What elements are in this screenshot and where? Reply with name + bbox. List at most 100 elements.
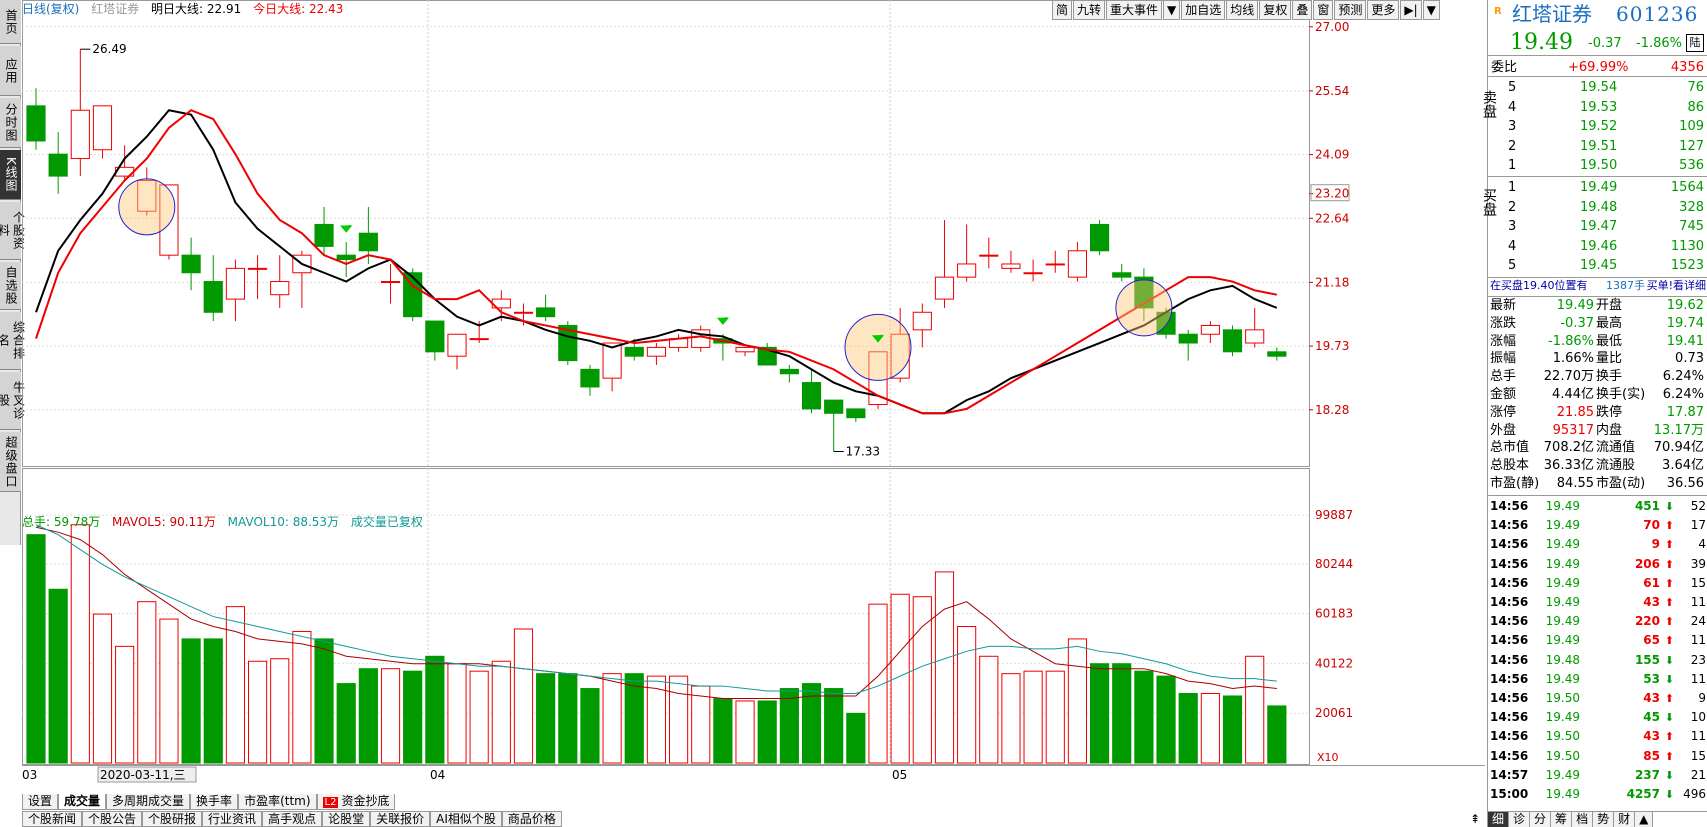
arrow-down-icon: ⬇ bbox=[1664, 788, 1674, 801]
left-tab-3[interactable]: K线图 bbox=[0, 150, 21, 200]
toolbar-button-9[interactable]: 预测 bbox=[1334, 0, 1367, 20]
quote-tab-6[interactable]: 财 bbox=[1614, 812, 1636, 827]
quote-tab-2[interactable]: 分 bbox=[1530, 812, 1552, 827]
info-tab-5[interactable]: 论股堂 bbox=[322, 811, 371, 827]
info-tab-3[interactable]: 行业资讯 bbox=[202, 811, 263, 827]
tick-time: 14:56 bbox=[1490, 729, 1529, 744]
stat-value: 708.2亿 bbox=[1543, 440, 1594, 456]
candle-body bbox=[912, 311, 932, 331]
volume-bar bbox=[92, 613, 113, 764]
quote-tab-5[interactable]: 势 bbox=[1593, 812, 1615, 827]
stat-value: 19.74 bbox=[1666, 315, 1704, 331]
info-tab-6[interactable]: 关联报价 bbox=[370, 811, 431, 827]
ask-volume: 127 bbox=[1679, 138, 1704, 154]
volume-bar bbox=[403, 670, 423, 764]
crosshair-date-box bbox=[97, 766, 197, 783]
candle-body bbox=[380, 281, 401, 284]
toolbar-button-12[interactable]: ▼ bbox=[1422, 0, 1440, 20]
stat-value: 36.33亿 bbox=[1543, 458, 1594, 474]
toolbar-button-7[interactable]: 叠 bbox=[1292, 0, 1313, 20]
quote-tab-1[interactable]: 诊 bbox=[1509, 812, 1531, 827]
toolbar-button-0[interactable]: 简 bbox=[1052, 0, 1073, 20]
chart-area[interactable]: 27.00 25.54 24.09 23.20 22.64 21.18 19.73 18.28… bbox=[22, 0, 1485, 795]
tick-time: 15:00 bbox=[1490, 787, 1529, 801]
tick-price: 19.50 bbox=[1545, 691, 1580, 705]
candle bbox=[336, 242, 356, 278]
buy-info-link[interactable]: 买单!看详细 bbox=[1646, 279, 1706, 292]
volume-bar bbox=[1067, 638, 1088, 764]
ask-level: 5 bbox=[1508, 80, 1517, 95]
volume-bar bbox=[624, 673, 644, 764]
indicator-tab-3[interactable]: 换手率 bbox=[190, 794, 239, 810]
left-tab-6[interactable]: 综合排名 bbox=[0, 312, 26, 370]
left-tab-7[interactable]: 牛叉诊股 bbox=[0, 372, 26, 430]
bid-row: 3 19.47 745 bbox=[1488, 217, 1707, 236]
toolbar-button-5[interactable]: 均线 bbox=[1226, 0, 1259, 20]
left-tab-0[interactable]: 首页 bbox=[0, 0, 21, 44]
tick-count: 15 bbox=[1690, 575, 1706, 590]
tick-count: 11 bbox=[1690, 729, 1706, 744]
toolbar-button-6[interactable]: 复权 bbox=[1259, 0, 1292, 20]
candle-body bbox=[513, 311, 534, 314]
tick-count: 23 bbox=[1690, 652, 1706, 667]
volume-bar bbox=[1134, 670, 1154, 764]
candle bbox=[536, 294, 556, 322]
candle bbox=[48, 132, 68, 194]
kline-chart-svg[interactable]: 27.00 25.54 24.09 23.20 22.64 21.18 19.73 18.28… bbox=[22, 0, 1485, 795]
candle-body bbox=[48, 153, 68, 177]
indicator-tab-2[interactable]: 多周期成交量 bbox=[106, 794, 191, 810]
volume-bar bbox=[779, 688, 799, 764]
info-tab-8[interactable]: 商品价格 bbox=[501, 811, 562, 827]
arrow-down-icon: ⬇ bbox=[1664, 768, 1674, 782]
toolbar-button-11[interactable]: ▶| bbox=[1400, 0, 1422, 20]
indicator-tab-0[interactable]: 设置 bbox=[22, 794, 59, 810]
info-tab-4[interactable]: 高手观点 bbox=[262, 811, 323, 827]
info-tab-7[interactable]: AI相似个股 bbox=[430, 811, 502, 827]
tick-price: 19.49 bbox=[1545, 575, 1580, 590]
buy-order-info[interactable]: 在买盘19.40位置有 1387手 买单!看详细 bbox=[1488, 278, 1707, 294]
quote-tab-7[interactable]: ▲ bbox=[1635, 812, 1654, 827]
tick-price: 19.49 bbox=[1545, 614, 1580, 629]
volume-bar bbox=[957, 626, 977, 764]
candle-body bbox=[846, 408, 866, 419]
quote-tab-3[interactable]: 筹 bbox=[1551, 812, 1573, 827]
candle bbox=[1023, 259, 1043, 282]
period-label[interactable]: 日线(复权) bbox=[22, 2, 80, 16]
toolbar-button-2[interactable]: 重大事件 bbox=[1106, 0, 1163, 20]
indicator-tab-1[interactable]: 成交量 bbox=[58, 794, 107, 810]
tick-count: 15 bbox=[1690, 748, 1706, 763]
info-tab-2[interactable]: 个股研报 bbox=[142, 811, 203, 827]
toolbar-button-4[interactable]: 加自选 bbox=[1181, 0, 1226, 20]
bid-volume: 1130 bbox=[1670, 238, 1704, 254]
candle-body bbox=[1112, 272, 1132, 278]
candle bbox=[26, 88, 46, 150]
left-tab-4[interactable]: 个股资料 bbox=[0, 202, 26, 260]
stat-value: -1.86% bbox=[1548, 333, 1594, 349]
left-tab-2[interactable]: 分时图 bbox=[0, 98, 21, 148]
info-tab-0[interactable]: 个股新闻 bbox=[22, 811, 83, 827]
tick-volume: 237 bbox=[1634, 767, 1660, 782]
ma-line-black bbox=[35, 109, 1278, 415]
tick-volume: 451 bbox=[1634, 499, 1660, 513]
price-axis-label: 21.18 bbox=[1315, 275, 1349, 289]
bid-level: 2 bbox=[1508, 199, 1517, 215]
volume-bar bbox=[380, 668, 401, 764]
scroll-top-button[interactable]: ⇞ bbox=[1469, 812, 1481, 826]
indicator-tab-4[interactable]: 市盈率(ttm) bbox=[238, 794, 317, 810]
info-tab-1[interactable]: 个股公告 bbox=[82, 811, 143, 827]
toolbar-button-8[interactable]: 窗 bbox=[1313, 0, 1334, 20]
toolbar-button-10[interactable]: 更多 bbox=[1367, 0, 1400, 20]
quote-tab-4[interactable]: 档 bbox=[1572, 812, 1594, 827]
indicator-tab-row: 设置 成交量 多周期成交量 换手率 市盈率(ttm) L2 资金抄底 bbox=[22, 794, 396, 810]
highlight-circle bbox=[118, 178, 176, 236]
left-tab-1[interactable]: 应用 bbox=[0, 46, 21, 96]
indicator-tab-5[interactable]: L2 资金抄底 bbox=[316, 794, 396, 810]
tick-count: 21 bbox=[1690, 767, 1706, 782]
left-tab-5[interactable]: 自选股 bbox=[0, 262, 21, 310]
toolbar-button-3[interactable]: ▼ bbox=[1163, 0, 1181, 20]
left-tab-8[interactable]: 超级盘口 bbox=[0, 432, 21, 492]
tick-row: 14:56 19.49 451 ⬇ 52 bbox=[1488, 498, 1707, 515]
toolbar-button-1[interactable]: 九转 bbox=[1073, 0, 1106, 20]
candle bbox=[1001, 250, 1021, 273]
quote-tab-0[interactable]: 细 bbox=[1488, 812, 1510, 827]
